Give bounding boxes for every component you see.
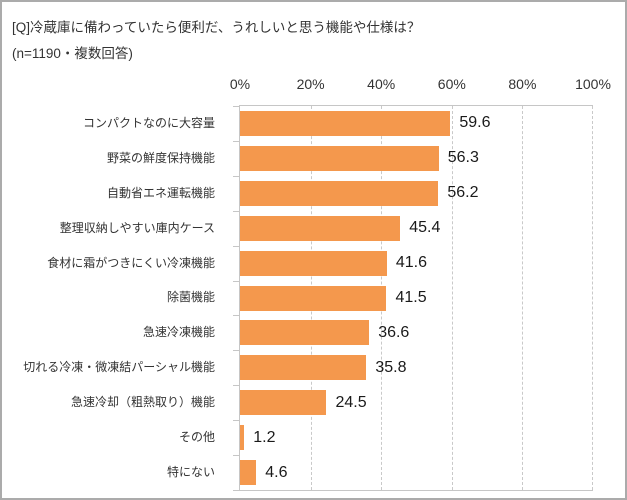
category-label: 野菜の鮮度保持機能 xyxy=(106,150,215,165)
value-label: 56.3 xyxy=(447,149,479,167)
category-label: 切れる冷凍・微凍結パーシャル機能 xyxy=(23,360,215,375)
chart-title-line2: (n=1190・複数回答) xyxy=(12,46,133,61)
bar-7 xyxy=(240,320,370,346)
value-label: 45.4 xyxy=(409,219,441,237)
bar-4 xyxy=(240,215,401,241)
bar-3 xyxy=(240,180,439,206)
category-label: 急速冷凍機能 xyxy=(142,325,215,340)
value-label: 24.5 xyxy=(335,393,367,411)
category-axis-tick xyxy=(233,281,239,282)
bar-10 xyxy=(240,425,245,451)
bar-9 xyxy=(240,390,327,416)
value-label: 59.6 xyxy=(459,114,491,132)
bar-11 xyxy=(240,460,257,486)
value-label: 4.6 xyxy=(265,463,288,481)
x-tick-label: 60% xyxy=(437,76,466,92)
value-label: 41.6 xyxy=(395,254,427,272)
gridline-100pct xyxy=(592,106,593,490)
category-label: コンパクトなのに大容量 xyxy=(82,115,215,130)
category-label: 急速冷却（粗熱取り）機能 xyxy=(70,395,215,410)
category-axis-tick xyxy=(233,385,239,386)
value-label: 56.2 xyxy=(447,184,479,202)
x-axis: 0% 20% 40% 60% 80% 100% xyxy=(2,76,625,94)
category-axis-tick xyxy=(233,106,239,107)
bar-8 xyxy=(240,355,367,381)
category-label: その他 xyxy=(178,430,215,445)
value-label: 41.5 xyxy=(395,288,427,306)
x-tick-label: 100% xyxy=(575,76,611,92)
x-tick-label: 40% xyxy=(367,76,396,92)
category-label: 整理収納しやすい庫内ケース xyxy=(59,220,215,235)
category-axis-tick xyxy=(233,141,239,142)
plot-area: 59.6 56.3 56.2 45.4 41.6 41.5 36.6 35.8 24.5 1.2 4… xyxy=(233,105,593,491)
bar-5 xyxy=(240,250,387,276)
category-label: 自動省エネ運転機能 xyxy=(106,185,215,200)
bar-6 xyxy=(240,285,387,311)
category-axis-tick xyxy=(233,350,239,351)
category-axis-tick xyxy=(233,455,239,456)
category-axis-tick xyxy=(233,315,239,316)
category-axis: コンパクトなのに大容量野菜の鮮度保持機能 自動省エネ運転機能整理収納しやすい庫内ケ… xyxy=(2,105,215,489)
category-label: 除菌機能 xyxy=(166,290,215,305)
bar-2 xyxy=(240,145,439,171)
category-axis-tick xyxy=(233,176,239,177)
category-axis-tick xyxy=(233,246,239,247)
category-axis-tick xyxy=(233,490,239,491)
x-tick-label: 80% xyxy=(508,76,537,92)
x-tick-label: 20% xyxy=(296,76,325,92)
value-label: 35.8 xyxy=(375,358,407,376)
category-axis-tick xyxy=(233,211,239,212)
chart-title-line1: [Q]冷蔵庫に備わっていたら便利だ、うれしいと思う機能や仕様は？ xyxy=(12,20,421,35)
chart-title: [Q]冷蔵庫に備わっていたら便利だ、うれしいと思う機能や仕様は？ (n=1190… xyxy=(12,15,420,67)
value-label: 1.2 xyxy=(253,428,276,446)
gridline-80pct xyxy=(522,106,524,490)
category-axis-tick xyxy=(233,420,239,421)
bar-1 xyxy=(240,110,451,136)
category-label: 食材に霜がつきにくい冷凍機能 xyxy=(47,255,215,270)
gridline-60pct xyxy=(451,106,453,490)
x-tick-label: 0% xyxy=(229,76,251,92)
value-label: 36.6 xyxy=(378,323,410,341)
category-label: 特にない xyxy=(166,465,215,480)
